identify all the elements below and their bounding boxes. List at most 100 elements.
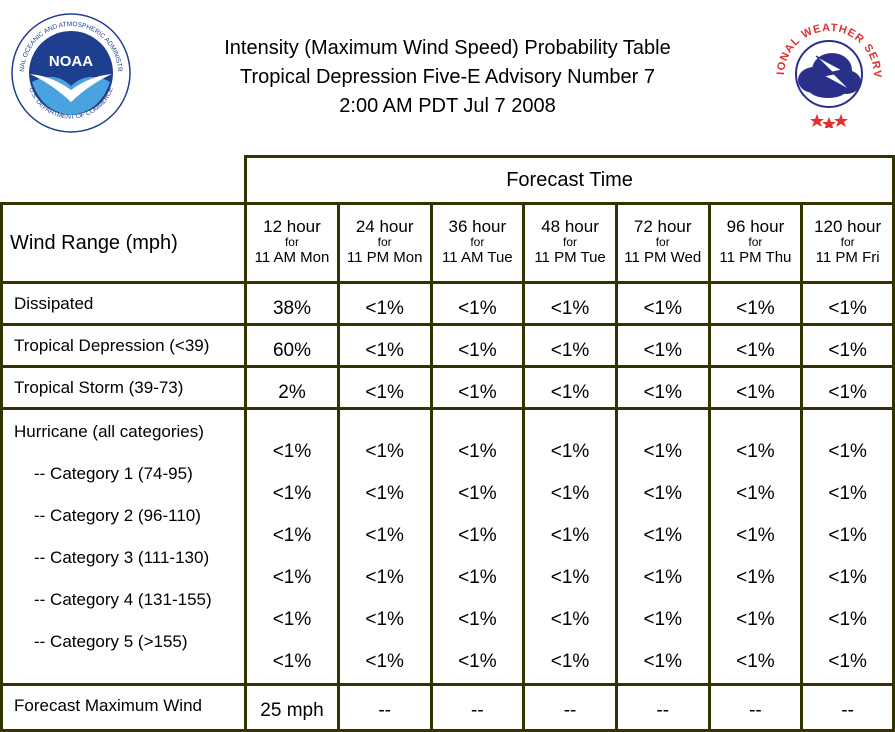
table-cell: <1% [272,525,312,546]
table-cell: <1% [707,281,804,326]
table-row: Forecast Maximum Wind 25 mph -- -- -- -- -- -- [0,683,895,732]
column-for: for [655,235,670,249]
hurricane-column: <1% <1% <1% <1% <1% <1% [429,407,526,686]
table-cell: <1% [800,281,895,326]
hurricane-group-row: Hurricane (all categories) -- Category 1 … [0,407,895,686]
table-cell: <1% [429,281,526,326]
category-label: -- Category 3 (111-130) [34,548,210,567]
category-label: -- Category 2 (96-110) [34,506,201,525]
category-label: -- Category 1 (74-95) [34,464,193,483]
category-label: -- Category 5 (>155) [34,632,188,651]
forecast-time-header: Forecast Time [244,155,895,205]
hurricane-column: <1% <1% <1% <1% <1% <1% [336,407,433,686]
column-time: 11 PM Wed [624,249,702,266]
column-for: for [284,235,299,249]
table-cell: -- [614,683,711,732]
table-cell: <1% [365,567,404,588]
table-cell: <1% [458,483,497,504]
wind-range-header: Wind Range (mph) [0,202,248,284]
title-line-3: 2:00 AM PDT Jul 7 2008 [339,95,556,117]
table-cell: <1% [828,525,867,546]
table-cell: 60% [244,323,340,368]
column-hour: 120 hour [814,217,882,236]
table-cell: <1% [550,651,590,672]
table-cell: <1% [458,609,497,630]
table-cell: <1% [522,365,618,410]
table-cell: <1% [550,483,590,504]
table-cell: <1% [828,567,867,588]
table-cell: <1% [828,651,867,672]
table-cell: <1% [272,567,312,588]
table-cell: <1% [272,651,312,672]
table-cell: <1% [458,567,497,588]
table-cell: <1% [365,441,404,462]
table-cell: -- [336,683,433,732]
table-cell: <1% [550,567,590,588]
row-label-text: Tropical Storm (39-73) [14,378,184,397]
column-hour: 12 hour [263,217,321,236]
table-cell: 38% [244,281,340,326]
row-label: Forecast Maximum Wind [0,683,248,732]
column-time: 11 AM Tue [442,249,513,266]
table-cell: <1% [550,609,590,630]
table-cell: <1% [550,525,590,546]
table-cell: <1% [365,525,404,546]
table-cell: -- [429,683,526,732]
table-cell: <1% [429,365,526,410]
table-cell: <1% [643,525,683,546]
title-line-1: Intensity (Maximum Wind Speed) Probabili… [224,37,671,59]
column-for: for [563,235,578,249]
table-cell: <1% [272,441,312,462]
hurricane-column: <1% <1% <1% <1% <1% <1% [244,407,340,686]
table-cell: <1% [643,651,683,672]
table-cell: <1% [365,651,404,672]
column-header: 36 hour for 11 AM Tue [429,202,526,284]
row-label-text: Tropical Depression (<39) [14,336,210,355]
row-label-text: Dissipated [14,294,94,313]
table-cell: <1% [336,323,433,368]
hurricane-labels: Hurricane (all categories) -- Category 1 … [0,407,248,686]
column-hour: 72 hour [633,217,692,236]
table-cell: <1% [614,365,711,410]
column-hour: 48 hour [541,217,599,236]
table-cell: <1% [336,365,433,410]
table-cell: 2% [244,365,340,410]
column-hour: 36 hour [448,217,507,236]
table-cell: <1% [458,525,497,546]
column-time: 11 PM Mon [346,249,423,266]
table-cell: <1% [736,651,775,672]
column-header: 24 hour for 11 PM Mon [336,202,433,284]
table-cell: <1% [614,323,711,368]
corner-blank [2,157,246,204]
table-cell: -- [522,683,618,732]
table-cell: <1% [736,483,775,504]
table-cell: <1% [458,441,497,462]
column-time: 11 PM Tue [534,249,606,266]
column-header: 120 hour for 11 PM Fri [800,202,895,284]
column-for: for [840,235,855,249]
column-header: 12 hour for 11 AM Mon [244,202,340,284]
table-cell: <1% [643,483,683,504]
table-cell: <1% [736,609,775,630]
table-cell: <1% [336,281,433,326]
table-cell: <1% [458,651,497,672]
table-cell: <1% [522,281,618,326]
row-label: Tropical Depression (<39) [0,323,248,368]
table-cell: <1% [272,609,312,630]
nws-logo: NATIONAL WEATHER SERVICE [772,10,883,128]
table-cell: <1% [365,483,404,504]
row-label-text: Forecast Maximum Wind [14,696,202,715]
table-cell: <1% [800,323,895,368]
column-time: 11 PM Fri [815,249,880,266]
table-cell: -- [800,683,895,732]
table-cell: <1% [614,281,711,326]
title-line-2: Tropical Depression Five-E Advisory Numb… [240,66,655,88]
row-label-text: Hurricane (all categories) [14,422,204,441]
hurricane-column: <1% <1% <1% <1% <1% <1% [707,407,804,686]
column-header: 72 hour for 11 PM Wed [614,202,711,284]
column-header: 96 hour for 11 PM Thu [707,202,804,284]
table-cell: <1% [828,483,867,504]
table-cell: <1% [643,609,683,630]
table-cell: <1% [800,365,895,410]
table-cell: <1% [365,609,404,630]
